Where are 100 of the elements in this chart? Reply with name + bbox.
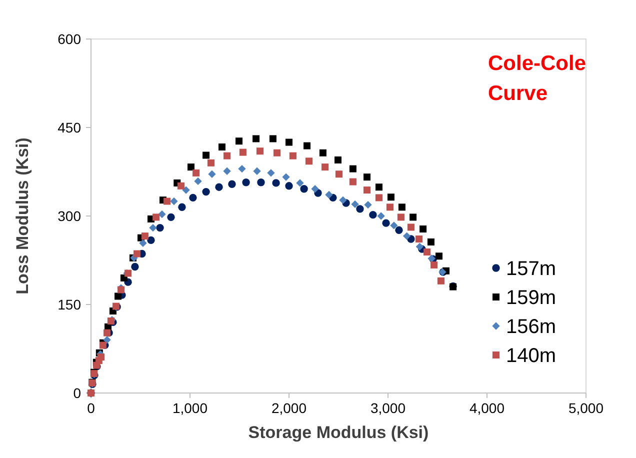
x-tick-label: 5,000 <box>568 400 604 416</box>
point <box>437 277 444 284</box>
point <box>99 342 106 349</box>
point <box>178 203 186 211</box>
point <box>349 165 356 172</box>
point <box>334 156 342 164</box>
point <box>228 180 236 188</box>
x-tick-label: 1,000 <box>172 400 208 416</box>
y-tick-label: 0 <box>73 385 82 401</box>
point <box>269 135 276 142</box>
point <box>239 148 246 156</box>
point <box>156 224 164 232</box>
point <box>430 261 438 268</box>
text: Cole-Cole Curve <box>488 52 586 105</box>
point <box>402 232 411 240</box>
point <box>410 214 417 221</box>
point <box>152 214 160 221</box>
legend-label: 159m <box>506 287 556 309</box>
point <box>339 196 347 204</box>
point <box>218 143 226 150</box>
point <box>114 292 122 300</box>
point <box>257 178 265 186</box>
x-tick-label: 4,000 <box>469 400 505 416</box>
point <box>335 170 342 178</box>
point <box>167 213 175 222</box>
legend-label: 140m <box>506 345 556 367</box>
point <box>215 183 223 191</box>
point <box>395 226 403 234</box>
point <box>236 138 243 145</box>
point <box>242 178 250 186</box>
point <box>224 152 231 160</box>
point <box>98 354 104 361</box>
legend-label: 156m <box>506 316 556 338</box>
point <box>420 225 427 232</box>
point <box>375 194 382 202</box>
point <box>238 164 246 173</box>
x-tick-label: 2,000 <box>271 400 307 416</box>
point <box>223 167 231 176</box>
point <box>187 164 194 171</box>
point <box>158 210 166 218</box>
point <box>356 205 364 213</box>
point <box>364 174 371 181</box>
point <box>304 142 311 150</box>
point <box>285 182 293 190</box>
point <box>282 173 290 181</box>
point <box>272 179 280 187</box>
y-tick-label: 150 <box>58 296 82 312</box>
point <box>149 224 157 232</box>
point <box>375 184 382 191</box>
point <box>131 262 139 271</box>
point <box>351 200 359 208</box>
point <box>296 179 304 187</box>
point <box>424 248 431 256</box>
y-tick-label: 450 <box>58 120 82 136</box>
point <box>322 164 329 171</box>
point <box>397 214 404 221</box>
point <box>416 242 424 251</box>
x-axis-title: Storage Modulus (Ksi) <box>248 423 429 442</box>
point <box>202 152 210 159</box>
point <box>134 250 141 258</box>
point <box>369 210 377 219</box>
point <box>256 148 264 155</box>
point <box>177 182 184 190</box>
point <box>311 185 319 193</box>
x-tick-label: 3,000 <box>370 400 406 416</box>
point <box>141 232 148 240</box>
point <box>319 149 326 156</box>
point <box>170 197 178 206</box>
point <box>435 252 442 260</box>
point <box>286 138 292 146</box>
point <box>387 194 394 201</box>
point <box>306 158 312 165</box>
point <box>390 222 398 230</box>
point <box>192 169 200 176</box>
point <box>194 177 202 186</box>
point <box>398 204 406 211</box>
point <box>189 194 197 202</box>
point <box>382 219 390 227</box>
point <box>364 200 372 209</box>
point <box>325 190 333 199</box>
point <box>407 224 414 231</box>
point <box>208 170 216 178</box>
point <box>364 186 371 194</box>
point <box>139 239 147 247</box>
y-axis-title: Loss Modulus (Ksi) <box>13 138 32 294</box>
point <box>415 236 422 243</box>
y-tick-label: 300 <box>58 208 82 224</box>
y-tick-label: 600 <box>58 31 82 47</box>
point <box>349 178 356 186</box>
legend-label: 157m <box>506 258 556 280</box>
point <box>207 159 214 166</box>
point <box>147 236 155 244</box>
x-tick-label: 0 <box>87 400 96 416</box>
point <box>377 212 385 220</box>
point <box>252 135 260 142</box>
point <box>164 198 171 205</box>
point <box>300 185 308 193</box>
point <box>267 169 275 177</box>
point <box>386 204 394 211</box>
point <box>202 188 210 196</box>
